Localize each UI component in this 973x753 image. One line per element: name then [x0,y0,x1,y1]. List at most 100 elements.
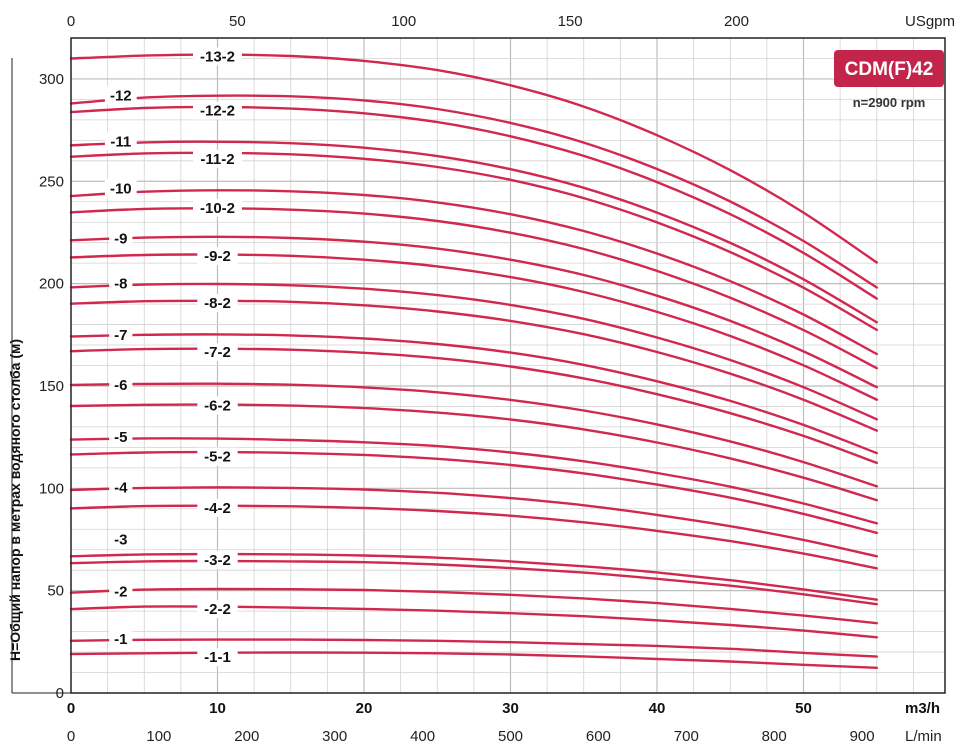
y-tick-label: 150 [39,378,64,395]
curve-label: -10-2 [200,200,235,217]
curve-label: -1-1 [204,649,231,666]
curve-5 [69,437,878,525]
curve-label-bg [109,478,133,497]
model-badge: CDM(F)42 [834,50,944,87]
curve-label: -12 [110,87,132,104]
curve-label-bg [193,47,242,66]
curve-label-bg [109,629,133,648]
model-badge-bg [834,50,944,87]
curve-7 [69,333,878,455]
curve-label-bg [104,179,137,198]
x-tick-label-lmin: 200 [234,728,259,745]
curve-label: -1 [114,631,127,648]
curve-label: -11 [110,133,131,150]
curve-label: -5 [114,429,127,446]
curve-label: -6-2 [204,397,231,414]
curve-11 [69,140,878,324]
x-tick-label-usgpm: 100 [391,13,416,30]
curve-6 [69,382,878,488]
lmin-axis-unit: L/min [905,728,942,745]
curve-label-bg [197,246,238,265]
curve-label-bg [197,648,238,667]
x-tick-label-lmin: 700 [674,728,699,745]
curve-label-bg [197,498,238,517]
curve-label-bg [193,149,242,168]
curve-label: -8 [114,276,127,293]
curve-label-bg [193,101,242,120]
x-tick-label-usgpm: 50 [229,13,246,30]
x-tick-label-usgpm: 150 [558,13,583,30]
curve-label: -7-2 [204,344,231,361]
x-tick-label-m3h: 30 [502,700,519,717]
curve-label-bg [197,294,238,313]
plot-frame [70,37,946,694]
curve-1 [69,638,878,658]
curve-label: -9 [114,231,127,248]
curve-label: -4-2 [204,500,231,517]
curve-label: -10 [110,180,132,197]
x-tick-label-m3h: 20 [356,700,373,717]
curve-label-bg [104,86,137,105]
curve-2 [69,587,878,625]
curve-label-bg [197,447,238,466]
curve-label: -11-2 [200,151,234,168]
x-tick-label-lmin: 800 [762,728,787,745]
y-tick-label: 100 [39,480,64,497]
y-axis-label: H=Общий напор в метрах водяного столба (… [7,339,23,661]
curve-label-bg [197,550,238,569]
x-tick-label-lmin: 600 [586,728,611,745]
curve-10 [69,189,878,356]
curve-label: -9-2 [204,248,231,265]
x-tick-label-lmin: 400 [410,728,435,745]
curve-label-bg [104,132,137,151]
x-tick-label-lmin: 500 [498,728,523,745]
curve-label: -5-2 [204,449,231,466]
curve-label-bg [109,582,133,601]
curve-label: -3-2 [204,552,231,569]
y-tick-label: 250 [39,173,64,190]
curve-label-bg [197,600,238,619]
x-tick-label-m3h: 40 [649,700,666,717]
x-tick-label-m3h: 0 [67,700,75,717]
curve-4 [69,486,878,558]
curve-label-bg [109,375,133,394]
curve-label-bg [197,343,238,362]
x-tick-label-lmin: 100 [146,728,171,745]
curve-label-bg [193,198,242,217]
curve-label-bg [109,229,133,248]
curve-label-bg [109,428,133,447]
curve-label: -7 [114,327,127,344]
x-tick-label-m3h: 50 [795,700,812,717]
curve-label: -8-2 [204,295,231,312]
x-tick-label-m3h: 10 [209,700,226,717]
curve-label: -2-2 [204,601,231,618]
bottom-axis-unit: m3/h [905,700,940,717]
x-tick-label-usgpm: 0 [67,13,75,30]
curve-label: -2 [114,584,127,601]
curve-labels: -1-1-1-2-2-2-3-2-3-4-2-4-5-2-5-6-2-6-7-2… [104,47,242,667]
curve-label-bg [109,325,133,344]
x-tick-label-lmin: 0 [67,728,75,745]
curve-label: -3 [114,531,127,548]
curve-12 [69,94,878,289]
speed-label: n=2900 rpm [853,95,926,110]
x-tick-label-lmin: 300 [322,728,347,745]
curve-9 [69,235,878,389]
curve-label-bg [109,530,133,549]
top-axis-unit: USgpm [905,13,955,30]
y-tick-label: 50 [47,583,64,600]
model-title: CDM(F)42 [845,59,934,80]
curve-label: -13-2 [200,48,235,65]
x-tick-label-usgpm: 200 [724,13,749,30]
curve-label: -12-2 [200,103,235,120]
y-tick-label: 200 [39,276,64,293]
curve-label-bg [197,396,238,415]
curve-label: -6 [114,377,127,394]
curve-8 [69,282,878,421]
curve-label: -4 [114,479,128,496]
x-tick-label-lmin: 900 [850,728,875,745]
curve-label-bg [109,274,133,293]
y-tick-label: 300 [39,71,64,88]
